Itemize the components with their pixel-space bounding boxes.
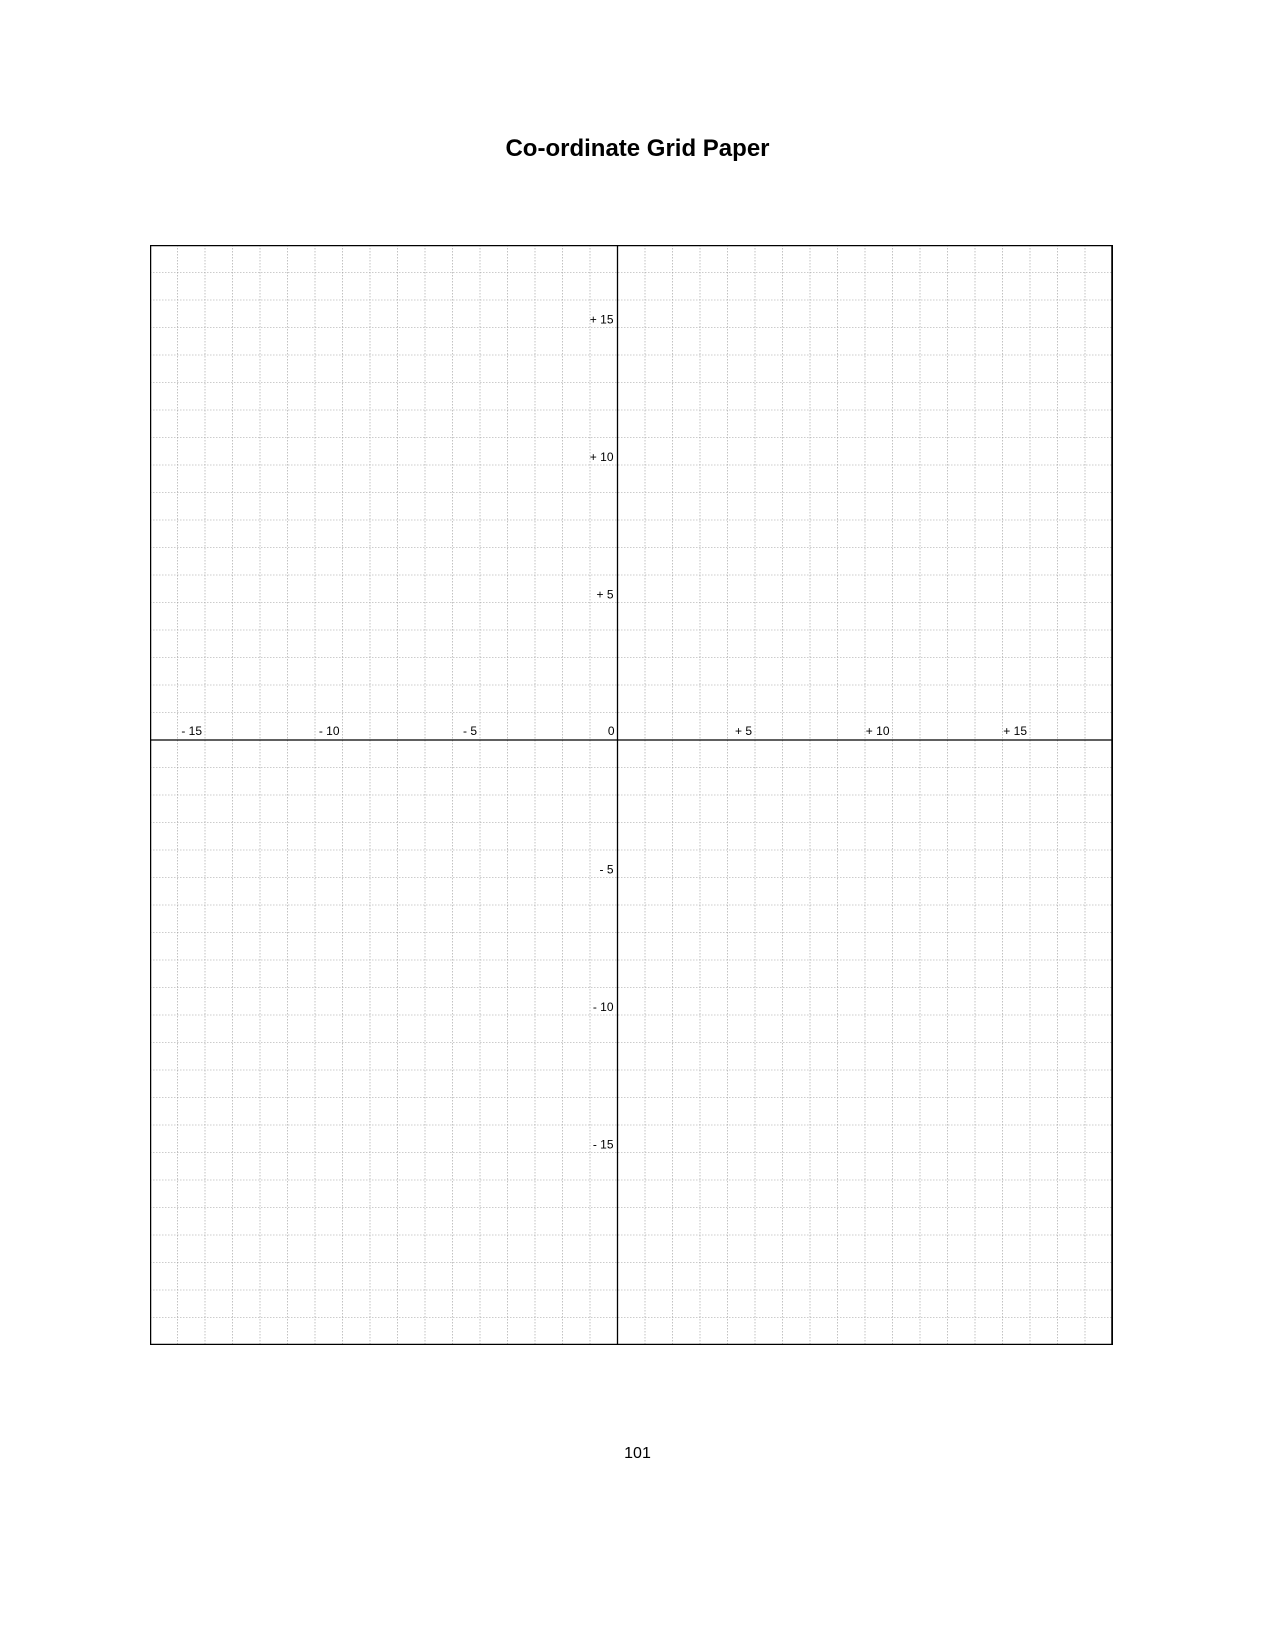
- svg-text:+ 10: + 10: [866, 724, 890, 738]
- svg-text:+ 15: + 15: [1003, 724, 1027, 738]
- svg-text:+ 5: + 5: [735, 724, 752, 738]
- page-number: 101: [0, 1445, 1275, 1463]
- svg-text:+ 5: + 5: [596, 588, 613, 602]
- svg-text:- 5: - 5: [599, 863, 613, 877]
- svg-text:+ 10: + 10: [590, 450, 614, 464]
- coordinate-grid: - 15 - 10 - 5 0 + 5 + 10 + 15 + 15 + 10 + 5 - 5 - 1…: [150, 245, 1113, 1345]
- page: Co-ordinate Grid Paper - 15 - 10 - 5 0 + 5 + …: [0, 0, 1275, 1650]
- svg-text:- 10: - 10: [593, 1000, 614, 1014]
- page-title: Co-ordinate Grid Paper: [0, 135, 1275, 163]
- svg-text:- 15: - 15: [181, 724, 202, 738]
- svg-text:- 10: - 10: [319, 724, 340, 738]
- svg-text:- 5: - 5: [463, 724, 477, 738]
- svg-text:0: 0: [608, 724, 615, 738]
- svg-text:- 15: - 15: [593, 1138, 614, 1152]
- svg-text:+ 15: + 15: [590, 313, 614, 327]
